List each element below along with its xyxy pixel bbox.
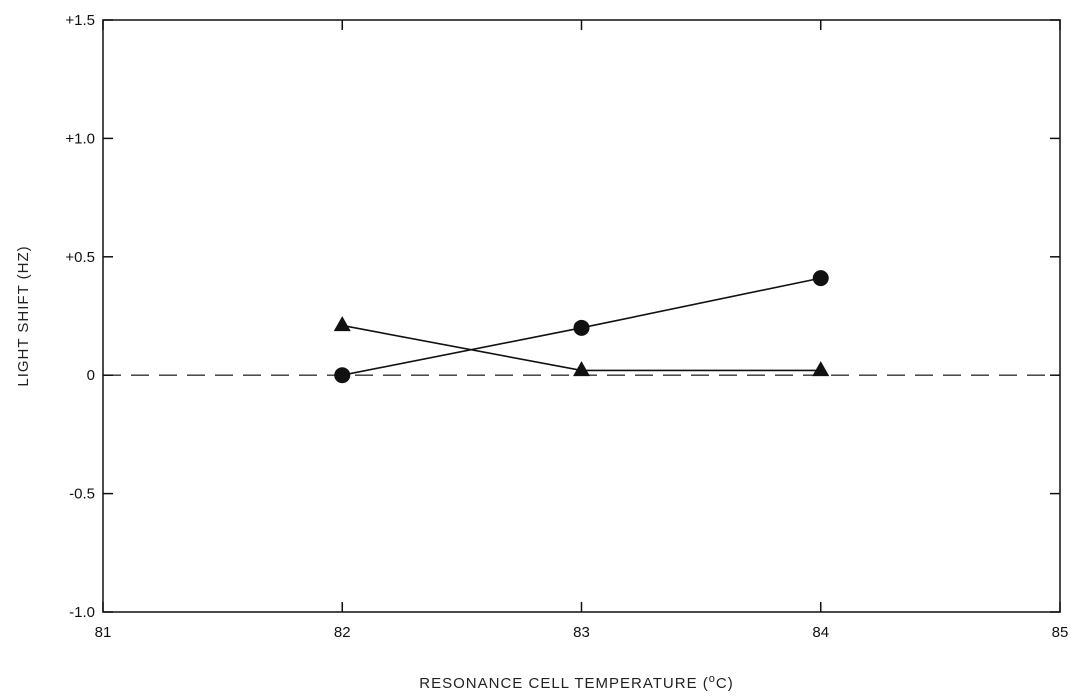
data-point-circle xyxy=(334,367,351,384)
tick-layer xyxy=(102,19,1061,613)
x-axis-title-superscript: o xyxy=(709,673,716,685)
plot-frame xyxy=(102,19,1061,613)
data-point-triangle xyxy=(333,316,351,332)
series-layer xyxy=(333,270,830,384)
x-tick-label: 85 xyxy=(1052,624,1069,641)
x-tick-label: 81 xyxy=(95,624,112,641)
y-axis-title: LIGHT SHIFT (HZ) xyxy=(15,245,32,386)
y-tick-label: 0 xyxy=(87,367,95,384)
label-layer: 81 82 83 84 85 -1.0 -0.5 0 +0.5 +1.0 +1.5 xyxy=(65,12,1068,641)
data-point-triangle xyxy=(812,361,830,377)
x-axis-title-main: RESONANCE CELL TEMPERATURE ( xyxy=(419,675,708,692)
data-point-circle xyxy=(573,319,590,336)
y-tick-label: +1.0 xyxy=(65,130,95,147)
x-axis-title: RESONANCE CELL TEMPERATURE (oC) xyxy=(419,673,733,692)
x-tick-label: 84 xyxy=(812,624,829,641)
y-tick-label: -1.0 xyxy=(69,604,95,621)
y-tick-label: +0.5 xyxy=(65,249,95,266)
y-tick-label: +1.5 xyxy=(65,12,95,29)
x-tick-label: 82 xyxy=(334,624,351,641)
data-point-circle xyxy=(812,270,829,287)
y-tick-label: -0.5 xyxy=(69,486,95,503)
x-tick-label: 83 xyxy=(573,624,590,641)
x-axis-title-unit: C) xyxy=(716,675,734,692)
data-point-triangle xyxy=(573,361,590,377)
